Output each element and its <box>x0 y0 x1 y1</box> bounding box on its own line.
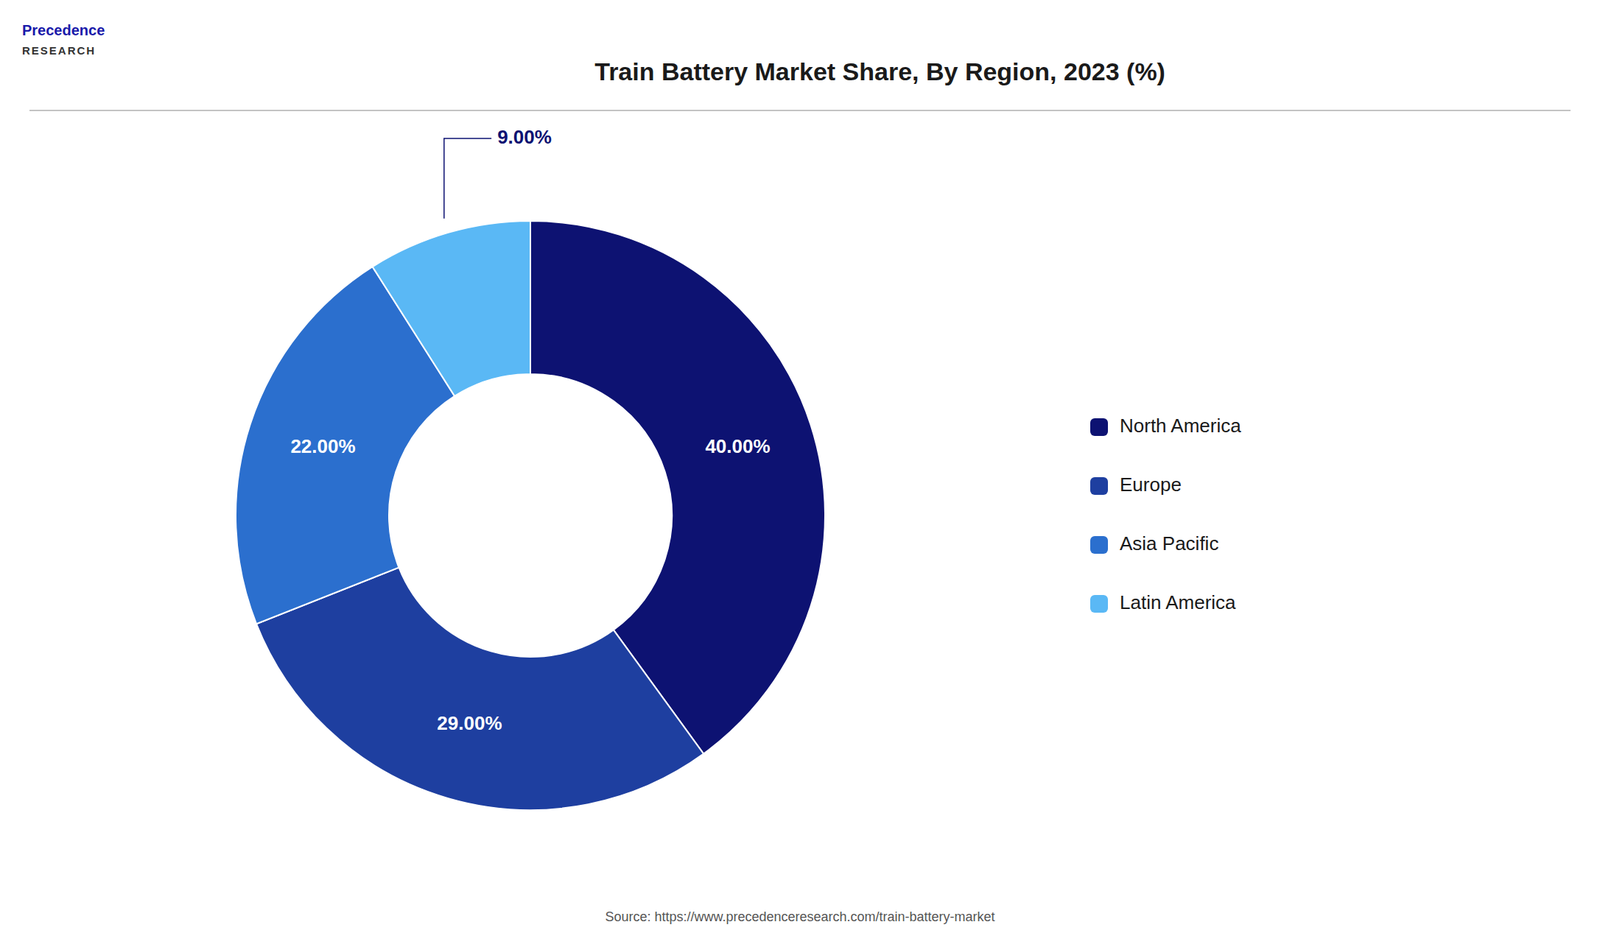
legend-swatch <box>1090 418 1108 437</box>
legend-label: Europe <box>1119 473 1182 496</box>
legend-swatch <box>1090 477 1108 496</box>
leader-line <box>444 138 492 219</box>
title-rule <box>29 109 1571 111</box>
slice <box>256 567 704 811</box>
title: Train Battery Market Share, By Region, 2… <box>594 57 1166 86</box>
data-label: 22.00% <box>290 435 356 458</box>
brand-name: Precedence <box>22 22 105 39</box>
data-label: 9.00% <box>497 125 552 149</box>
data-labels: 40.00% 29.00% 22.00% 9.00% <box>290 125 770 735</box>
legend-label: Asia Pacific <box>1119 532 1219 555</box>
chart-root: Precedence RESEARCH Train Battery Market S… <box>0 0 1600 947</box>
background <box>0 0 1600 947</box>
legend-label: Latin America <box>1119 591 1237 614</box>
legend: North America Europe Asia Pacific Latin Ame… <box>1090 414 1242 614</box>
donut <box>235 220 826 811</box>
legend-label: North America <box>1119 414 1242 437</box>
legend-item: Asia Pacific <box>1090 532 1219 555</box>
source-note: Source: https://www.precedenceresearch.c… <box>604 909 995 925</box>
legend-swatch <box>1090 595 1108 613</box>
legend-item: North America <box>1090 414 1242 437</box>
legend-item: Europe <box>1090 473 1182 496</box>
brand-sub: RESEARCH <box>22 44 96 57</box>
data-label: 29.00% <box>436 712 502 735</box>
legend-swatch <box>1090 536 1108 554</box>
slice <box>372 220 531 397</box>
legend-item: Latin America <box>1090 591 1237 614</box>
data-label: 40.00% <box>704 435 770 458</box>
